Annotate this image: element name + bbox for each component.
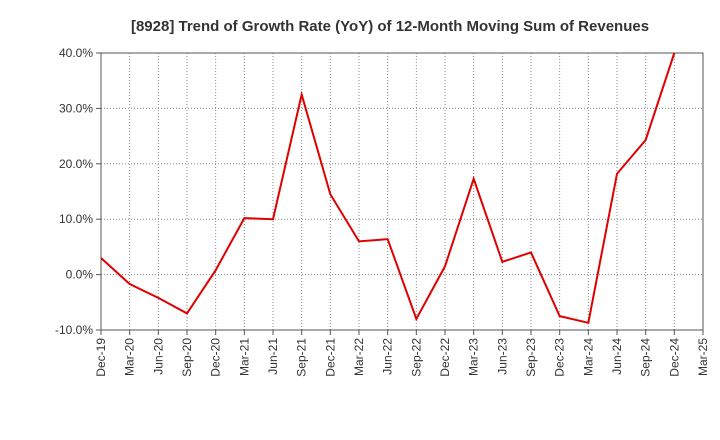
x-tick-label: Mar-22 [352,338,366,376]
series-layer [100,52,676,325]
y-tick-label: 10.0% [59,212,93,226]
x-tick-label: Dec-21 [323,338,337,377]
plot-area-border [100,52,704,331]
x-tick-label: Dec-20 [209,338,223,377]
axes [100,52,704,331]
x-tick-label: Sep-24 [639,338,653,377]
x-tick-label: Mar-20 [123,338,137,376]
x-tick-label: Jun-24 [610,338,624,375]
y-tick-label: -10.0% [55,323,93,337]
x-tick-label: Jun-21 [266,338,280,375]
x-tick-label: Mar-24 [581,338,595,376]
x-tick-label: Mar-23 [467,338,481,376]
x-tick-label: Dec-22 [438,338,452,377]
y-axis-ticks: -10.0% 0.0% 10.0% 20.0% 30.0% 40.0% [55,46,101,337]
y-tick-label: 0.0% [66,268,94,282]
x-tick-label: Mar-21 [237,338,251,376]
x-axis-ticks: Dec-19 Mar-20 Jun-20 Sep-20 Dec-20 Mar-21 Jun-… [94,330,710,377]
x-tick-label: Sep-21 [295,338,309,377]
x-tick-label: Sep-20 [180,338,194,377]
x-tick-label: Dec-19 [94,338,108,377]
x-tick-label: Jun-22 [381,338,395,375]
y-tick-label: 20.0% [59,157,93,171]
series-line [100,52,676,325]
chart-title: [8928] Trend of Growth Rate (YoY) of 12-… [131,18,649,35]
x-tick-label: Jun-23 [495,338,509,375]
y-tick-label: 30.0% [59,101,93,115]
x-tick-label: Mar-25 [696,338,710,376]
x-tick-label: Dec-23 [553,338,567,377]
y-tick-label: 40.0% [59,46,93,60]
x-tick-label: Jun-20 [151,338,165,375]
x-tick-label: Dec-24 [667,338,681,377]
x-tick-label: Sep-23 [524,338,538,377]
x-tick-label: Sep-22 [409,338,423,377]
